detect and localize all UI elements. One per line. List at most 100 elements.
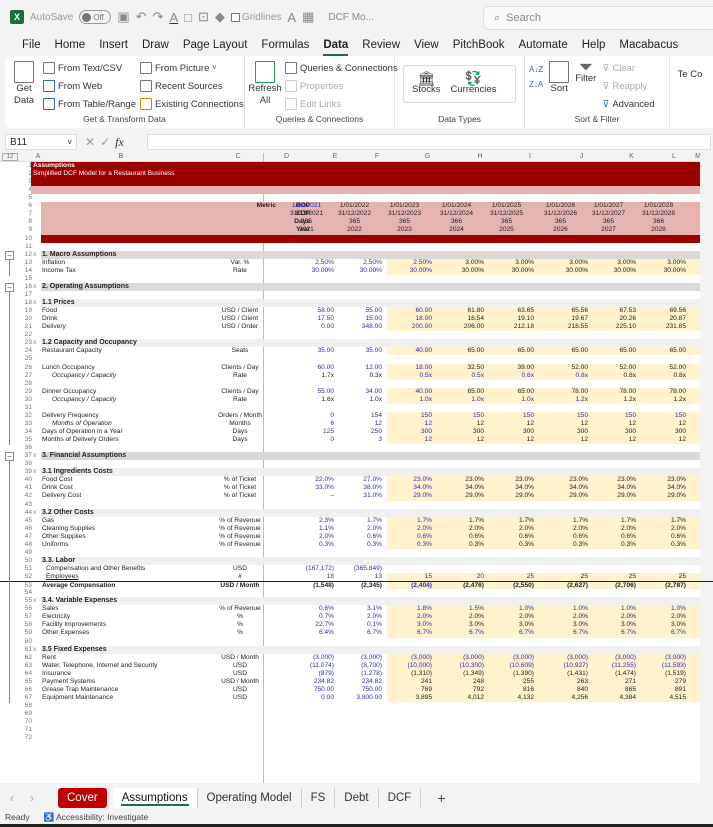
- value-cell[interactable]: 78.00: [669, 387, 686, 395]
- value-cell[interactable]: 0.6%: [416, 532, 432, 540]
- collapse-marker[interactable]: x: [33, 452, 37, 460]
- value-cell[interactable]: 3.1%: [366, 605, 382, 613]
- value-cell[interactable]: 891: [674, 685, 686, 693]
- row-number[interactable]: 8: [28, 218, 32, 226]
- row-number[interactable]: 59: [24, 629, 32, 637]
- value-cell[interactable]: 0.3%: [518, 540, 534, 548]
- menu-view[interactable]: View: [414, 39, 439, 51]
- menu-review[interactable]: Review: [362, 39, 401, 51]
- fx-icon[interactable]: fx: [115, 134, 124, 149]
- value-cell[interactable]: 2.0%: [670, 524, 686, 532]
- value-cell[interactable]: 0.6%: [572, 532, 588, 540]
- value-cell[interactable]: 6.7%: [670, 629, 686, 637]
- value-cell[interactable]: 30.00%: [565, 266, 588, 274]
- value-cell[interactable]: 30.00%: [311, 266, 334, 274]
- value-cell[interactable]: 348.00: [361, 323, 382, 331]
- value-cell[interactable]: 1.7%: [518, 516, 534, 524]
- row-number[interactable]: 10: [24, 234, 32, 242]
- value-cell[interactable]: 2.3%: [318, 516, 334, 524]
- row-number[interactable]: 21: [24, 323, 32, 331]
- value-cell[interactable]: 1.0%: [620, 605, 636, 613]
- value-cell[interactable]: 29.0%: [667, 492, 686, 500]
- value-cell[interactable]: 248: [472, 677, 484, 685]
- value-cell[interactable]: 300: [624, 427, 636, 435]
- row-number[interactable]: 41: [24, 484, 32, 492]
- value-cell[interactable]: 78.00: [571, 387, 588, 395]
- value-cell[interactable]: 12: [374, 419, 382, 427]
- advanced-button[interactable]: ⊽ Advanced: [602, 95, 654, 113]
- value-cell[interactable]: (10,609): [509, 661, 534, 669]
- value-cell[interactable]: 61.80: [467, 307, 484, 315]
- value-cell[interactable]: 12: [628, 436, 636, 444]
- value-cell[interactable]: 4,132: [517, 693, 534, 701]
- value-cell[interactable]: (1,519): [665, 669, 686, 677]
- value-cell[interactable]: (1,390): [513, 669, 534, 677]
- value-cell[interactable]: 2.50%: [413, 258, 432, 266]
- value-cell[interactable]: 1.2x: [673, 395, 686, 403]
- vertical-scrollbar[interactable]: [700, 153, 713, 783]
- value-cell[interactable]: 300: [576, 427, 588, 435]
- collapse-marker[interactable]: x: [33, 508, 37, 516]
- value-cell[interactable]: 3,895: [415, 693, 432, 701]
- collapse-marker[interactable]: x: [33, 597, 37, 605]
- value-cell[interactable]: 32.50: [467, 363, 484, 371]
- outline-level-buttons[interactable]: 12: [2, 153, 18, 161]
- column-header-j[interactable]: J: [579, 153, 584, 160]
- column-header-m[interactable]: M: [695, 153, 701, 160]
- value-cell[interactable]: 30.00%: [461, 266, 484, 274]
- sheet-tab-assumptions[interactable]: Assumptions: [112, 788, 198, 808]
- menu-pitchbook[interactable]: PitchBook: [452, 39, 505, 51]
- column-header-f[interactable]: F: [374, 153, 380, 160]
- row-number[interactable]: 45: [24, 516, 32, 524]
- value-cell[interactable]: 52.00: [669, 363, 686, 371]
- value-cell[interactable]: 52.00: [571, 363, 588, 371]
- value-cell[interactable]: 279: [674, 677, 686, 685]
- column-header-e[interactable]: E: [332, 153, 338, 160]
- value-cell[interactable]: 18: [326, 573, 334, 581]
- value-cell[interactable]: 55.00: [317, 387, 334, 395]
- value-cell[interactable]: 38.0%: [363, 484, 382, 492]
- value-cell[interactable]: 2.0%: [572, 613, 588, 621]
- currencies-button[interactable]: 💱 Currencies: [451, 71, 497, 96]
- value-cell[interactable]: 0.8x: [575, 371, 588, 379]
- value-cell[interactable]: 25: [678, 573, 686, 581]
- row-number[interactable]: 20: [24, 315, 32, 323]
- value-cell[interactable]: 3.00%: [617, 258, 636, 266]
- value-cell[interactable]: 234.82: [313, 677, 334, 685]
- value-cell[interactable]: 0.3%: [366, 540, 382, 548]
- value-cell[interactable]: 2.0%: [518, 613, 534, 621]
- value-cell[interactable]: (1,548): [313, 582, 334, 590]
- row-number[interactable]: 39: [24, 468, 32, 476]
- row-number[interactable]: 52: [24, 573, 32, 581]
- column-header-k[interactable]: K: [629, 153, 634, 160]
- row-number[interactable]: 17: [24, 290, 32, 298]
- value-cell[interactable]: 30.00%: [409, 266, 432, 274]
- value-cell[interactable]: (11,074): [309, 661, 334, 669]
- value-cell[interactable]: 63.65: [517, 307, 534, 315]
- value-cell[interactable]: 0.3%: [318, 540, 334, 548]
- value-cell[interactable]: 31.0%: [363, 492, 382, 500]
- value-cell[interactable]: 2.0%: [416, 524, 432, 532]
- value-cell[interactable]: 150: [522, 411, 534, 419]
- row-number[interactable]: 22: [24, 331, 32, 339]
- value-cell[interactable]: 1.0x: [419, 395, 432, 403]
- accessibility-status[interactable]: ♿ Accessibility: Investigate: [44, 812, 149, 823]
- value-cell[interactable]: (1,349): [463, 669, 484, 677]
- value-cell[interactable]: 20.87: [669, 315, 686, 323]
- row-number[interactable]: 14: [24, 266, 32, 274]
- value-cell[interactable]: (2,345): [361, 582, 382, 590]
- save-icon[interactable]: ▣: [117, 9, 130, 24]
- value-cell[interactable]: 25: [526, 573, 534, 581]
- value-cell[interactable]: 12.00: [365, 363, 382, 371]
- row-number[interactable]: 26: [24, 363, 32, 371]
- value-cell[interactable]: (365,849): [353, 565, 382, 572]
- value-cell[interactable]: 6.7%: [518, 629, 534, 637]
- value-cell[interactable]: 2.50%: [315, 258, 334, 266]
- value-cell[interactable]: 6.7%: [468, 629, 484, 637]
- value-cell[interactable]: 34.0%: [667, 484, 686, 492]
- column-header-a[interactable]: A: [35, 153, 41, 160]
- value-cell[interactable]: 60.00: [317, 363, 334, 371]
- row-number[interactable]: 15: [24, 274, 32, 282]
- value-cell[interactable]: (3,000): [463, 653, 484, 661]
- value-cell[interactable]: (11,255): [611, 661, 636, 669]
